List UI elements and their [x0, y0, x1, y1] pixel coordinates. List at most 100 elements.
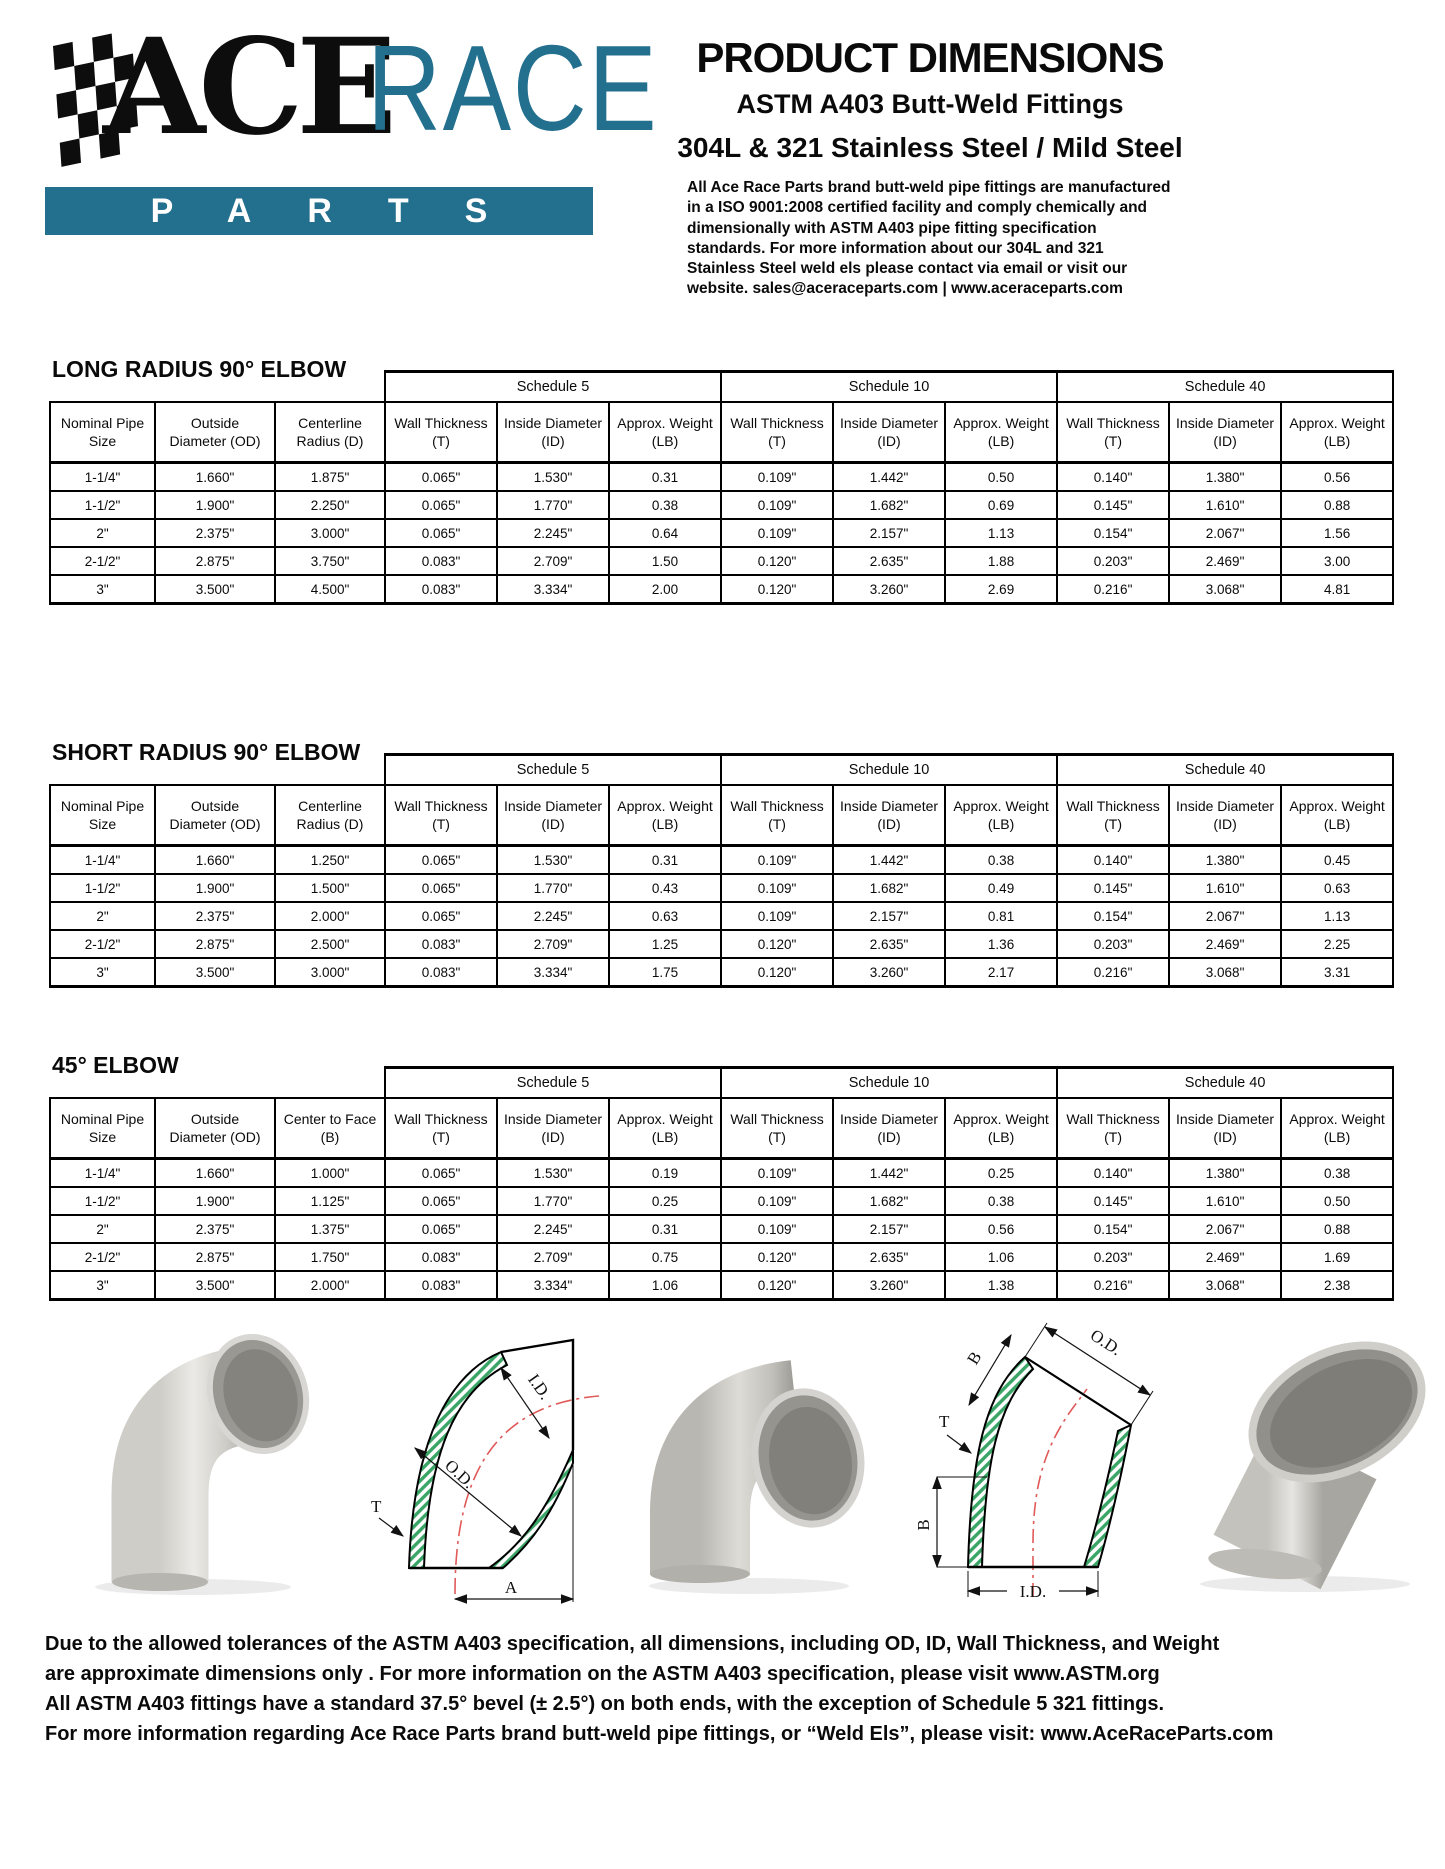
table-cell: 0.120" [720, 546, 835, 576]
table-cell: 0.120" [720, 1242, 835, 1272]
table-cell: 3.000" [273, 957, 387, 988]
table-cell: 0.31 [608, 461, 723, 492]
table-cell: 0.81 [944, 901, 1059, 931]
table-section-long-radius-90-elbow: LONG RADIUS 90° ELBOW Schedule 5 Schedule… [49, 356, 1395, 605]
table-cell: 1.530" [496, 461, 611, 492]
table-cell: 1.50 [608, 546, 723, 576]
table-cell: 3.260" [832, 1270, 947, 1301]
table-cell: 2.250" [273, 490, 387, 520]
table-cell: 0.109" [720, 1186, 835, 1216]
table-cell: 3" [49, 574, 156, 605]
table-row: 1-1/2" 1.900" 1.500" 0.065" 1.770" 0.43 0.109"… [49, 873, 1395, 903]
table-cell: 1.750" [273, 1242, 387, 1272]
subtitle-fittings: ASTM A403 Butt-Weld Fittings [736, 89, 1124, 120]
short-radius-90-elbow-photo [649, 1360, 865, 1594]
table-cell: 2.000" [273, 1270, 387, 1301]
table-cell: 0.19 [608, 1157, 723, 1188]
table-cell: 0.065" [384, 518, 499, 548]
table-cell: 2.245" [496, 518, 611, 548]
column-header: Approx. Weight (LB) [608, 784, 723, 847]
table-cell: 0.203" [1056, 929, 1171, 959]
table-cell: 0.38 [608, 490, 723, 520]
table-cell: 3.750" [273, 546, 387, 576]
45-elbow-photo [1200, 1341, 1426, 1592]
table-cell: 1.442" [832, 461, 947, 492]
table-cell: 2.067" [1168, 518, 1283, 548]
table-cell: 2.17 [944, 957, 1059, 988]
table-cell: 1-1/4" [49, 1157, 156, 1188]
table-cell: 0.45 [1280, 844, 1395, 875]
diagram-label-t: T [939, 1412, 950, 1431]
column-header-row: Nominal Pipe Size Outside Diameter (OD) Cent… [49, 1097, 1395, 1160]
column-header: Inside Diameter (ID) [1168, 401, 1283, 464]
schedule-group-header: Schedule 40 [1056, 370, 1395, 403]
table-cell: 1.38 [944, 1270, 1059, 1301]
table-cell: 2.38 [1280, 1270, 1395, 1301]
column-header: Wall Thickness (T) [1056, 784, 1171, 847]
table-cell: 2.245" [496, 1214, 611, 1244]
table-cell: 1.530" [496, 844, 611, 875]
table-title: LONG RADIUS 90° ELBOW [52, 356, 357, 383]
table-row: 2-1/2" 2.875" 3.750" 0.083" 2.709" 1.50 0.120"… [49, 546, 1395, 576]
column-header: Approx. Weight (LB) [1280, 1097, 1395, 1160]
column-header: Wall Thickness (T) [1056, 1097, 1171, 1160]
table-cell: 0.109" [720, 873, 835, 903]
table-cell: 1.900" [154, 1186, 276, 1216]
table-title: SHORT RADIUS 90° ELBOW [52, 739, 371, 766]
schedule-group-header: Schedule 5 [384, 753, 723, 786]
table-cell: 1.875" [273, 461, 387, 492]
table-cell: 2.635" [832, 546, 947, 576]
schedule-group-header: Schedule 40 [1056, 753, 1395, 786]
table-cell: 1.610" [1168, 873, 1283, 903]
diagram-label-a: A [505, 1578, 518, 1597]
schedule-group-header: Schedule 5 [384, 1066, 723, 1099]
table-cell: 4.81 [1280, 574, 1395, 605]
column-header: Inside Diameter (ID) [1168, 784, 1283, 847]
long-radius-90-elbow-photo [95, 1333, 310, 1595]
footer-line: All ASTM A403 fittings have a standard 3… [45, 1693, 1165, 1715]
table-cell: 2.709" [496, 929, 611, 959]
figures-row: I.D. O.D. T A [58, 1309, 1445, 1604]
table-row: 3" 3.500" 2.000" 0.083" 3.334" 1.06 0.120" 3.26… [49, 1270, 1395, 1301]
45-elbow-table: Schedule 5 Schedule 10 Schedule 40 Nominal … [49, 1066, 1395, 1301]
table-row: 3" 3.500" 3.000" 0.083" 3.334" 1.75 0.120" 3.26… [49, 957, 1395, 988]
table-cell: 0.140" [1056, 461, 1171, 492]
table-cell: 2.067" [1168, 1214, 1283, 1244]
table-cell: 1.06 [944, 1242, 1059, 1272]
table-cell: 3" [49, 1270, 156, 1301]
table-cell: 1.25 [608, 929, 723, 959]
column-header: Inside Diameter (ID) [832, 1097, 947, 1160]
table-cell: 0.109" [720, 1214, 835, 1244]
column-header: Wall Thickness (T) [384, 401, 499, 464]
table-row: 2" 2.375" 1.375" 0.065" 2.245" 0.31 0.109" 2.15… [49, 1214, 1395, 1244]
ace-race-parts-logo: ACE RACE PARTS [45, 10, 657, 235]
page-header: ACE RACE PARTS PRODUCT DIMENSIONS ASTM A… [0, 0, 1445, 315]
column-header: Wall Thickness (T) [720, 1097, 835, 1160]
logo-wordmark: ACE RACE [45, 10, 657, 184]
table-cell: 2.469" [1168, 546, 1283, 576]
table-cell: 0.75 [608, 1242, 723, 1272]
table-title: 45° ELBOW [52, 1052, 189, 1079]
table-cell: 1.610" [1168, 490, 1283, 520]
table-cell: 1.13 [944, 518, 1059, 548]
table-cell: 1.13 [1280, 901, 1395, 931]
table-cell: 1-1/2" [49, 873, 156, 903]
table-cell: 1.69 [1280, 1242, 1395, 1272]
column-header: Inside Diameter (ID) [832, 784, 947, 847]
table-cell: 1.660" [154, 461, 276, 492]
table-cell: 0.88 [1280, 1214, 1395, 1244]
table-cell: 2-1/2" [49, 929, 156, 959]
logo-parts-bar: PARTS [45, 187, 593, 235]
table-cell: 0.083" [384, 1270, 499, 1301]
table-cell: 2.875" [154, 546, 276, 576]
table-cell: 0.31 [608, 1214, 723, 1244]
table-cell: 2.635" [832, 929, 947, 959]
table-row: 1-1/4" 1.660" 1.000" 0.065" 1.530" 0.19 0.109"… [49, 1157, 1395, 1188]
table-cell: 0.25 [608, 1186, 723, 1216]
table-cell: 2.469" [1168, 929, 1283, 959]
column-header: Approx. Weight (LB) [944, 784, 1059, 847]
table-cell: 0.065" [384, 490, 499, 520]
table-cell: 0.43 [608, 873, 723, 903]
table-section-short-radius-90-elbow: SHORT RADIUS 90° ELBOW Schedule 5 Schedul… [49, 739, 1395, 988]
column-header: Wall Thickness (T) [384, 1097, 499, 1160]
